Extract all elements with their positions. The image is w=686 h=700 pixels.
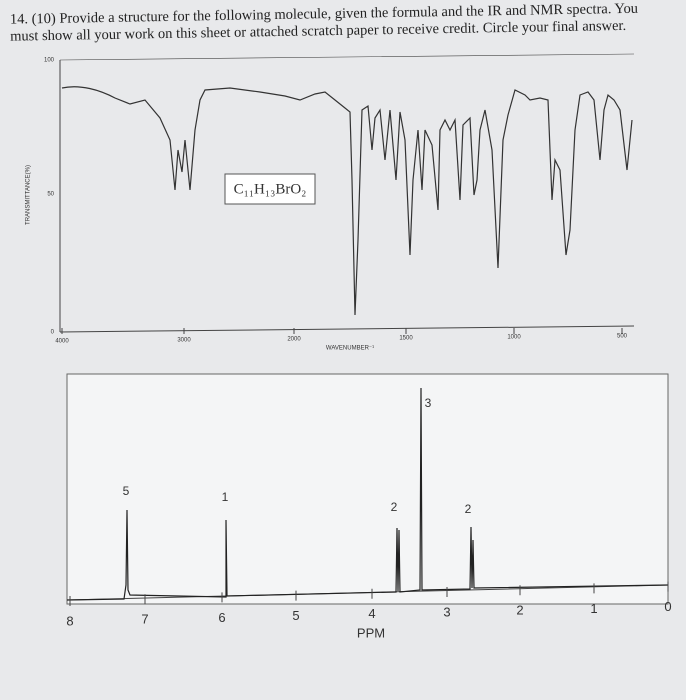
ir-x-tick-label: 500 (617, 334, 628, 340)
ir-x-tick-label: 2000 (287, 337, 301, 343)
ir-y-tick-label: 50 (47, 192, 54, 198)
ir-y-label: TRANSMITTANCE(%) (26, 165, 32, 225)
ir-x-tick-label: 3000 (177, 338, 191, 344)
formula-box (224, 173, 316, 205)
nmr-spectrum (66, 387, 669, 601)
nmr-x-tick-label: 5 (292, 608, 299, 623)
ir-top (59, 53, 635, 61)
integration-label: 2 (465, 502, 472, 516)
integration-label: 3 (425, 396, 432, 410)
nmr-frame (66, 373, 669, 605)
ir-y-tick-label: 0 (51, 330, 55, 336)
nmr-x-tick-label: 1 (590, 601, 597, 616)
nmr-x-tick-label: 6 (218, 610, 225, 625)
nmr-x-tick-label: 8 (66, 613, 73, 628)
nmr-x-label: PPM (357, 625, 385, 640)
nmr-x-tick-label: 0 (664, 599, 671, 614)
ir-spectrum (61, 86, 633, 316)
integration-label: 2 (391, 500, 398, 514)
ir-x-axis (59, 325, 635, 333)
nmr-x-tick-label: 7 (141, 612, 148, 627)
formula: C₁₁H₁₃BrO₂ (234, 181, 307, 197)
ir-x-label: WAVENUMBER⁻¹ (326, 346, 374, 352)
nmr-x-tick-label: 2 (516, 603, 523, 618)
nmr-x-tick-label: 3 (443, 604, 450, 619)
integration-label: 1 (222, 490, 229, 504)
ir-x-tick-label: 1000 (507, 335, 521, 341)
ir-y-tick-label: 100 (44, 58, 55, 64)
integration-label: 5 (123, 484, 130, 498)
nmr-x-tick-label: 4 (368, 606, 375, 621)
ir-x-tick-label: 4000 (55, 339, 69, 345)
ir-x-tick-label: 1500 (399, 336, 413, 342)
